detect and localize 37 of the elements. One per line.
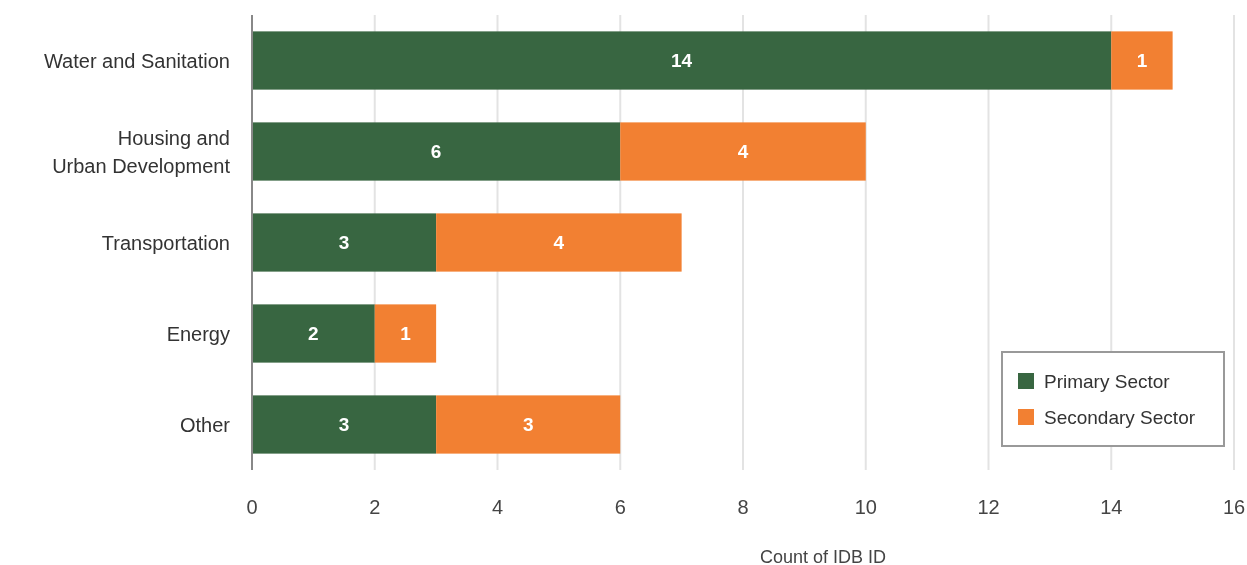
bar — [620, 122, 866, 181]
data-label: 3 — [338, 414, 350, 436]
y-tick-label: Housing and Urban Development — [52, 126, 231, 177]
data-label: 1 — [400, 323, 412, 345]
bar — [252, 395, 437, 454]
bar — [436, 213, 682, 272]
data-label: 3 — [338, 232, 350, 254]
x-tick-label: 0 — [246, 496, 258, 518]
bar — [436, 395, 621, 454]
bar — [1111, 31, 1173, 90]
y-tick-label: Transportation — [101, 231, 230, 254]
x-tick-label: 16 — [1222, 496, 1246, 518]
x-axis-title: Count of IDB ID — [759, 547, 887, 565]
data-label: 4 — [553, 232, 565, 254]
x-tick-label: 8 — [737, 496, 749, 518]
x-tick-label: 10 — [854, 496, 877, 518]
x-tick-label: 2 — [369, 496, 381, 518]
data-label: 2 — [308, 323, 319, 345]
data-label: 3 — [522, 414, 534, 436]
data-label: 6 — [430, 141, 442, 163]
y-tick-label: Energy — [166, 322, 230, 345]
data-label: 1 — [1136, 50, 1148, 72]
bar — [374, 304, 437, 363]
bar — [252, 213, 437, 272]
x-tick-label: 6 — [614, 496, 626, 518]
bar — [252, 304, 375, 363]
bar — [252, 122, 621, 181]
y-tick-label: Other — [179, 413, 231, 436]
x-tick-label: 4 — [491, 496, 504, 518]
data-label: 14 — [671, 50, 693, 72]
x-tick-label: 14 — [1100, 496, 1123, 518]
y-tick-label: Water and Sanitation — [43, 49, 230, 72]
bar — [252, 31, 1112, 90]
x-tick-label: 12 — [977, 496, 1000, 518]
legend-label: Secondary Sector — [1044, 406, 1196, 428]
legend-label: Primary Sector — [1044, 370, 1171, 392]
data-label: 4 — [737, 141, 749, 163]
